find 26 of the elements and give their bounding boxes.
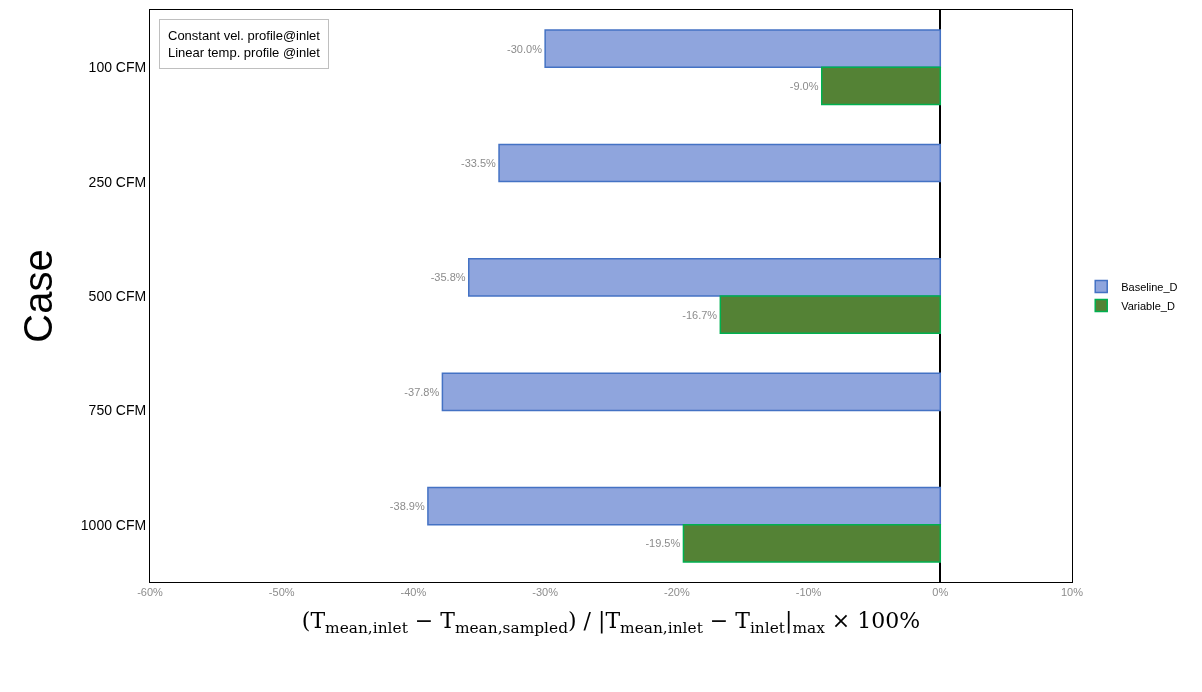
y-tick-label: 250 CFM (88, 173, 147, 190)
data-label: -19.5% (645, 537, 681, 550)
annotation: Constant vel. profile@inlet Linear temp. profile @inlet (168, 28, 321, 60)
legend-label: Baseline_D (1121, 280, 1178, 293)
x-tick-label: -10% (795, 586, 822, 599)
data-label: -9.0% (789, 79, 819, 92)
legend-label: Variable_D (1121, 299, 1175, 312)
x-tick-label: -50% (268, 586, 295, 599)
x-tick-label: 0% (932, 586, 949, 599)
x-tick-label: -20% (664, 586, 690, 599)
y-tick-label: 750 CFM (88, 402, 147, 419)
x-tick-label: -40% (400, 586, 427, 599)
y-tick-label: 1000 CFM (80, 516, 147, 533)
y-tick-label: 500 CFM (88, 287, 147, 304)
data-label: -30.0% (507, 42, 543, 55)
data-label: -33.5% (460, 157, 497, 170)
data-label: -35.8% (430, 271, 466, 284)
data-label: -16.7% (682, 308, 718, 321)
y-axis-title: Case (16, 249, 61, 343)
x-tick-label: -30% (532, 586, 559, 599)
x-tick-label: 10% (1060, 586, 1084, 599)
x-tick-label: -60% (137, 586, 164, 599)
text: (T$_{mean,inlet}$ − T$_{mean,sampled}$) / |T$_{mean,inlet}$ − T$_{inlet}$|$_{max}$ × 100% (301, 608, 921, 637)
y-tick-label: 100 CFM (88, 59, 147, 76)
data-label: -37.8% (404, 385, 440, 398)
data-label: -38.9% (389, 500, 425, 513)
